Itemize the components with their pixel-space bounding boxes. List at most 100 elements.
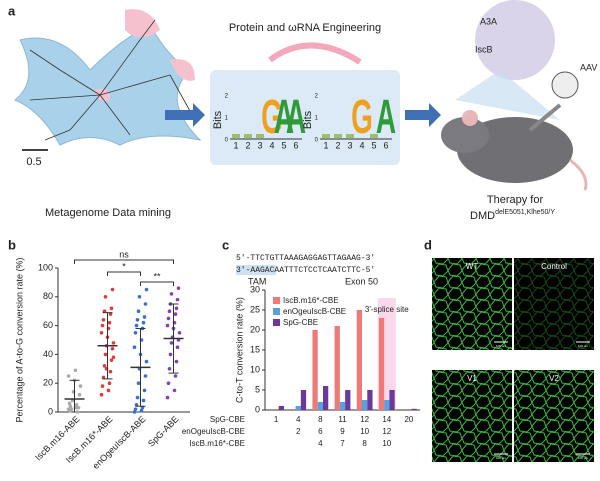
legend-swatch xyxy=(273,297,280,304)
site-label: 8 xyxy=(362,439,367,448)
logo-small xyxy=(322,134,330,138)
y-tick-label: 0 xyxy=(255,404,260,414)
site-label: 9 xyxy=(340,427,345,436)
logo-small xyxy=(256,134,264,138)
row-label: enOgeuIscB-CBE xyxy=(182,427,245,436)
point xyxy=(103,352,108,357)
tick-label: 5 xyxy=(281,140,286,150)
label: A3A xyxy=(480,16,497,26)
point xyxy=(168,352,173,357)
arrow xyxy=(268,42,362,65)
point xyxy=(143,302,148,306)
point xyxy=(75,410,80,414)
logo-small xyxy=(334,134,342,138)
point xyxy=(99,392,104,397)
x-tick-label: SpG-ABE xyxy=(146,414,181,449)
micrograph-mesh xyxy=(432,258,512,350)
point xyxy=(108,312,113,316)
micrograph-mesh xyxy=(514,258,594,350)
point xyxy=(139,408,144,413)
point xyxy=(143,374,148,378)
site-label: 10 xyxy=(382,439,391,448)
point xyxy=(68,404,73,409)
point xyxy=(111,355,116,360)
bracket xyxy=(107,271,141,276)
point xyxy=(166,316,171,321)
scale-label: 100 μm xyxy=(578,456,589,460)
y-tick-label: 25 xyxy=(250,304,260,314)
point xyxy=(73,368,78,373)
caption: Metagenome Data mining xyxy=(45,207,171,219)
logo-small xyxy=(232,134,240,138)
bar xyxy=(339,402,346,410)
legend-swatch xyxy=(273,319,280,326)
bar xyxy=(317,402,323,410)
point xyxy=(68,408,73,413)
y-tick-label: 40 xyxy=(43,349,53,359)
point xyxy=(142,315,147,319)
bar xyxy=(378,318,385,410)
site-label: 8 xyxy=(318,415,323,424)
site-label: 20 xyxy=(404,415,413,424)
y-tick-label: 20 xyxy=(43,378,53,388)
tick-label: 1 xyxy=(233,140,238,150)
tick-label: 2 xyxy=(335,140,340,150)
point xyxy=(101,318,106,322)
logo-small xyxy=(346,134,354,138)
row-label: IscB.m16*-CBE xyxy=(189,439,245,448)
caption: Therapy for xyxy=(487,194,544,206)
dmd-sup: delE5051,Klhe50/Y xyxy=(495,209,555,216)
point xyxy=(106,388,111,393)
tick-label: 4 xyxy=(359,140,364,150)
significance: * xyxy=(122,261,126,271)
panel-letter: b xyxy=(8,237,16,252)
legend-swatch xyxy=(273,308,280,315)
label: IscB xyxy=(475,44,493,54)
site-label: 4 xyxy=(296,415,301,424)
tick-label: 1 xyxy=(225,116,229,122)
site-label: 1 xyxy=(274,415,279,424)
point xyxy=(175,297,180,302)
point xyxy=(67,401,72,406)
y-tick-label: 30 xyxy=(250,284,260,294)
point xyxy=(167,367,172,371)
point xyxy=(74,403,79,407)
bar xyxy=(356,310,363,410)
logo-box xyxy=(210,70,400,165)
point xyxy=(165,323,170,328)
point xyxy=(173,374,178,378)
bracket xyxy=(74,259,174,264)
point xyxy=(103,295,108,299)
tree xyxy=(14,9,202,151)
sequence: 3'-AAGACAATTTCTCCTCAATCTTC-5' xyxy=(236,266,375,275)
bar xyxy=(300,390,307,410)
site-label: 2 xyxy=(296,427,301,436)
tick-label: 1 xyxy=(323,140,328,150)
dmd: DMD xyxy=(470,210,495,222)
label: Exon 50 xyxy=(345,276,378,286)
point xyxy=(165,395,170,400)
significance: ** xyxy=(153,271,161,281)
label: AAV xyxy=(580,62,597,72)
legend-label: IscB.m16*-CBE xyxy=(283,296,339,305)
point xyxy=(167,309,172,314)
point xyxy=(174,306,179,311)
point xyxy=(140,405,145,410)
tick-label: 4 xyxy=(269,140,274,150)
bar xyxy=(367,390,373,410)
point xyxy=(133,407,138,411)
y-tick-label: 60 xyxy=(43,320,53,330)
tick-label: 1 xyxy=(315,116,319,122)
tick-label: 3 xyxy=(347,140,352,150)
significance: ns xyxy=(119,249,129,259)
point xyxy=(135,395,140,400)
tick-label: 5 xyxy=(371,140,376,150)
logo-letter: A xyxy=(286,90,306,144)
point xyxy=(111,341,116,345)
point xyxy=(141,398,146,403)
point xyxy=(136,381,141,386)
logo-letter: A xyxy=(274,90,294,144)
logo-letter: G xyxy=(351,90,373,144)
point xyxy=(101,375,106,380)
